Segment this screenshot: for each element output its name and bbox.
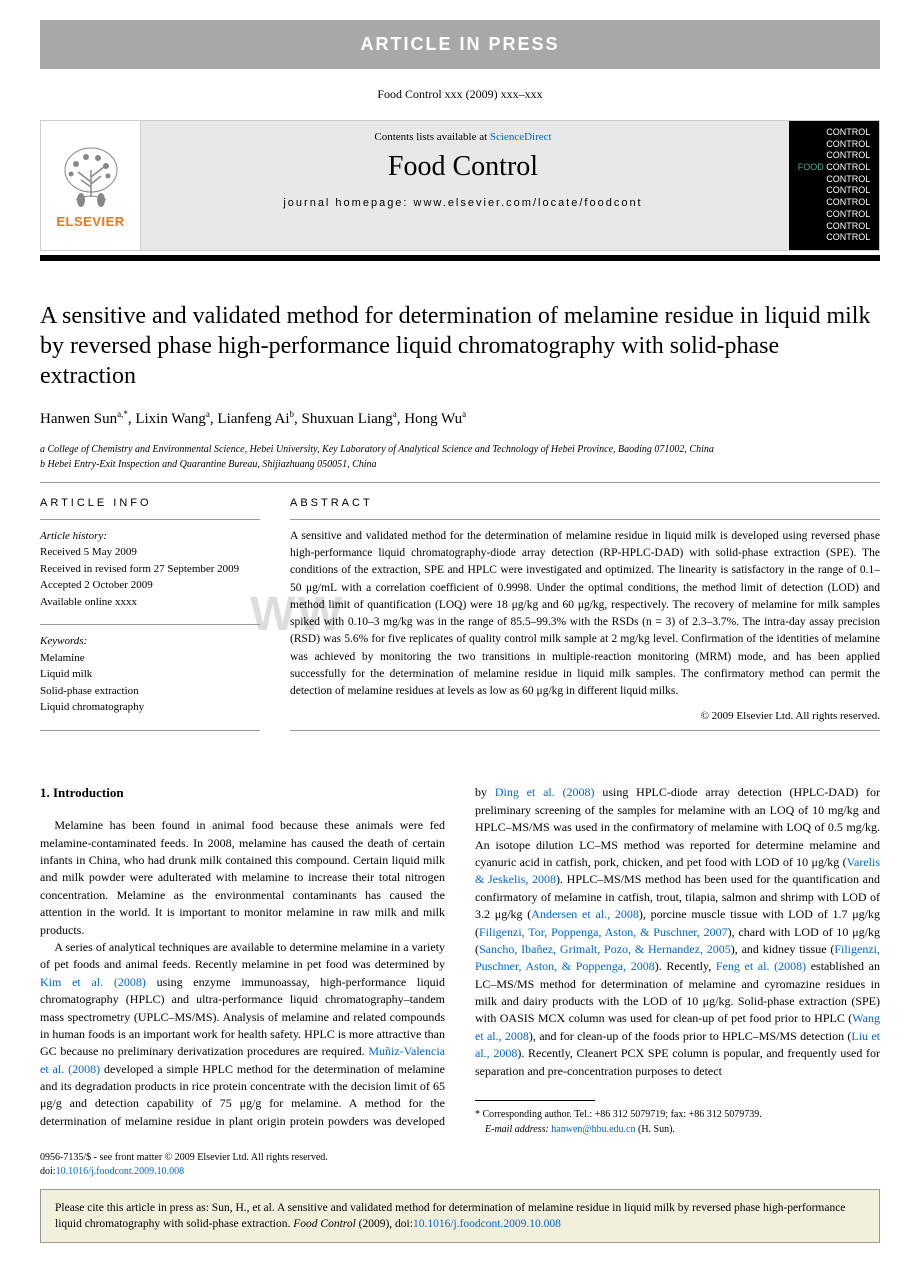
divider: [40, 519, 260, 520]
author-3: , Lianfeng Ai: [210, 411, 290, 427]
author-2: , Lixin Wang: [128, 411, 206, 427]
author-5: , Hong Wu: [397, 411, 462, 427]
keywords-block: Keywords: Melamine Liquid milk Solid-pha…: [40, 633, 260, 716]
history-received: Received 5 May 2009: [40, 544, 260, 561]
divider: [40, 482, 880, 483]
cover-text: CONTROLCONTROLCONTROLFOOD CONTROLCONTROL…: [792, 121, 877, 250]
cite-doi-link[interactable]: 10.1016/j.foodcont.2009.10.008: [413, 1218, 561, 1230]
history-revised: Received in revised form 27 September 20…: [40, 561, 260, 578]
ref-kim-2008[interactable]: Kim et al. (2008): [40, 975, 146, 989]
keyword-3: Solid-phase extraction: [40, 683, 260, 700]
email-label: E-mail address:: [485, 1124, 551, 1135]
ref-feng-2008[interactable]: Feng et al. (2008): [716, 959, 806, 973]
abstract-text: A sensitive and validated method for the…: [290, 528, 880, 701]
abstract-heading: ABSTRACT: [290, 497, 880, 509]
issn-line: 0956-7135/$ - see front matter © 2009 El…: [40, 1151, 880, 1165]
text: ). Recently,: [655, 959, 716, 973]
footnote-separator: [475, 1100, 595, 1101]
citation-top: Food Control xxx (2009) xxx–xxx: [0, 87, 920, 102]
ref-filigenzi-2007[interactable]: Filigenzi, Tor, Poppenga, Aston, & Pusch…: [479, 925, 728, 939]
header-center: Contents lists available at ScienceDirec…: [141, 121, 785, 250]
doi-prefix: doi:: [40, 1166, 56, 1177]
info-heading: ARTICLE INFO: [40, 497, 260, 509]
keyword-4: Liquid chromatography: [40, 699, 260, 716]
keyword-1: Melamine: [40, 650, 260, 667]
text: ), and for clean-up of the foods prior t…: [529, 1029, 851, 1043]
copyright: © 2009 Elsevier Ltd. All rights reserved…: [290, 710, 880, 722]
divider: [290, 730, 880, 731]
sciencedirect-link[interactable]: ScienceDirect: [490, 131, 552, 143]
article-title: A sensitive and validated method for det…: [40, 301, 880, 391]
article-info-column: ARTICLE INFO Article history: Received 5…: [40, 497, 260, 740]
body-section: 1. Introduction Melamine has been found …: [40, 784, 880, 1137]
cover-thumbnail[interactable]: CONTROLCONTROLCONTROLFOOD CONTROLCONTROL…: [789, 121, 879, 250]
author-5-affil: a: [462, 409, 466, 419]
history-online: Available online xxxx: [40, 594, 260, 611]
affiliation-b: b Hebei Entry-Exit Inspection and Quaran…: [40, 457, 880, 472]
press-banner: ARTICLE IN PRESS: [40, 20, 880, 69]
contents-prefix: Contents lists available at: [374, 131, 489, 143]
divider: [290, 519, 880, 520]
affiliation-a: a College of Chemistry and Environmental…: [40, 442, 880, 457]
ref-andersen-2008[interactable]: Andersen et al., 2008: [531, 907, 639, 921]
journal-header: ELSEVIER Contents lists available at Sci…: [40, 120, 880, 251]
tree-icon: [56, 142, 126, 212]
cite-year: (2009), doi:: [356, 1218, 413, 1230]
history-label: Article history:: [40, 528, 260, 545]
history-block: Article history: Received 5 May 2009 Rec…: [40, 528, 260, 611]
divider: [40, 730, 260, 731]
keywords-label: Keywords:: [40, 633, 260, 650]
footnotes: * Corresponding author. Tel.: +86 312 50…: [475, 1107, 880, 1137]
contents-line: Contents lists available at ScienceDirec…: [141, 131, 785, 143]
doi-link[interactable]: 10.1016/j.foodcont.2009.10.008: [56, 1166, 185, 1177]
affiliations: a College of Chemistry and Environmental…: [40, 442, 880, 472]
author-1-affil: a,*: [117, 409, 128, 419]
corresponding-author: * Corresponding author. Tel.: +86 312 50…: [475, 1107, 880, 1122]
bottom-meta: 0956-7135/$ - see front matter © 2009 El…: [40, 1151, 880, 1179]
text: A series of analytical techniques are av…: [40, 940, 445, 971]
ref-sancho-2005[interactable]: Sancho, Ibañez, Grimalt, Pozo, & Hernand…: [479, 942, 731, 956]
abstract-column: WW ABSTRACT A sensitive and validated me…: [290, 497, 880, 740]
author-1: Hanwen Sun: [40, 411, 117, 427]
keyword-2: Liquid milk: [40, 666, 260, 683]
journal-name: Food Control: [141, 151, 785, 183]
author-4: , Shuxuan Liang: [294, 411, 393, 427]
elsevier-logo[interactable]: ELSEVIER: [41, 121, 141, 250]
intro-p1: Melamine has been found in animal food b…: [40, 817, 445, 939]
history-accepted: Accepted 2 October 2009: [40, 577, 260, 594]
text: ). Recently, Cleanert PCX SPE column is …: [475, 1046, 880, 1077]
email-suffix: (H. Sun).: [635, 1124, 674, 1135]
homepage-line: journal homepage: www.elsevier.com/locat…: [141, 197, 785, 209]
text: ), and kidney tissue (: [731, 942, 835, 956]
ref-ding-2008[interactable]: Ding et al. (2008): [495, 785, 595, 799]
authors: Hanwen Suna,*, Lixin Wanga, Lianfeng Aib…: [40, 409, 880, 428]
elsevier-label: ELSEVIER: [56, 214, 124, 229]
email-link[interactable]: hanwen@hbu.edu.cn: [551, 1124, 635, 1135]
email-line: E-mail address: hanwen@hbu.edu.cn (H. Su…: [475, 1122, 880, 1137]
cite-journal: Food Control: [293, 1218, 356, 1230]
divider: [40, 624, 260, 625]
cite-box: Please cite this article in press as: Su…: [40, 1189, 880, 1243]
intro-heading: 1. Introduction: [40, 784, 445, 803]
